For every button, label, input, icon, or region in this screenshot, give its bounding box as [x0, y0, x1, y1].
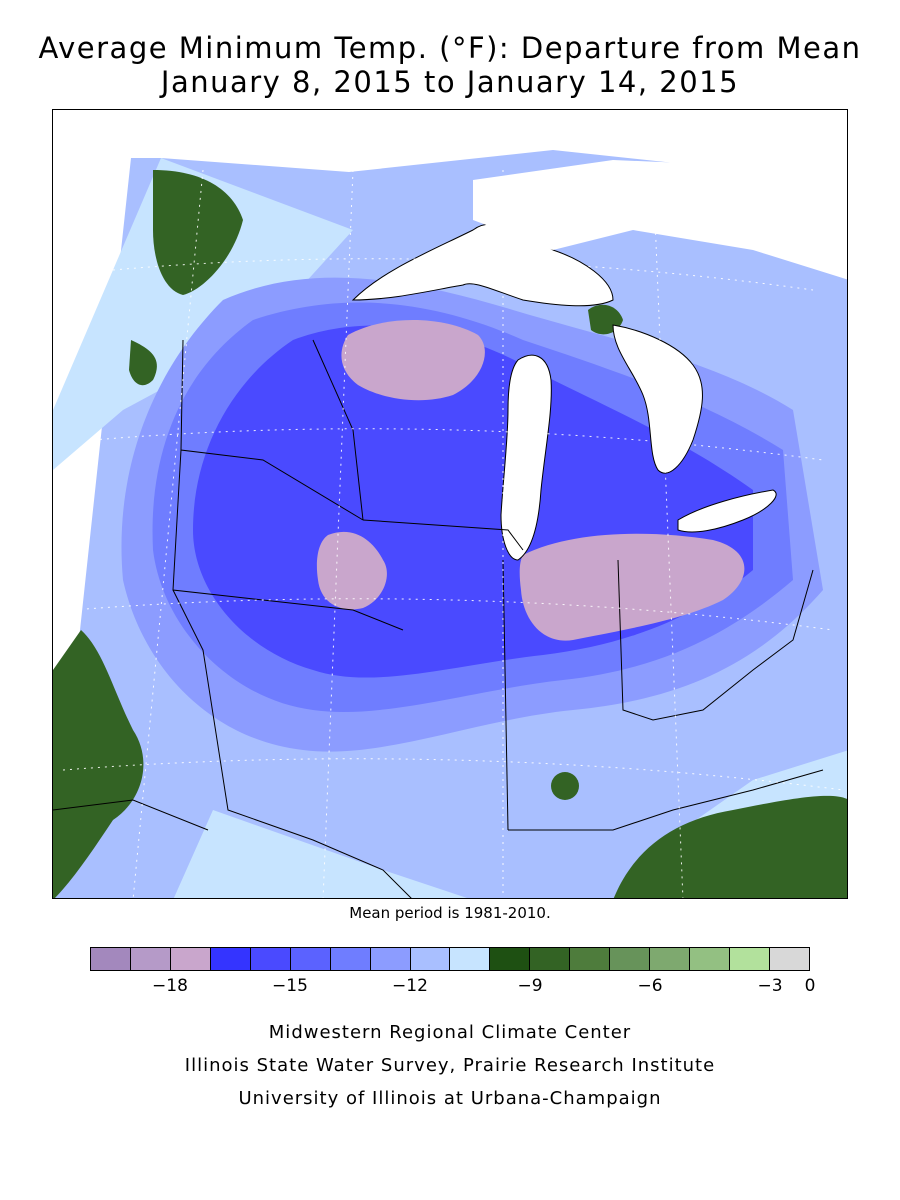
map-title-line1: Average Minimum Temp. (°F): Departure fr… — [38, 31, 862, 65]
legend-bar — [90, 947, 810, 971]
legend-swatch — [330, 948, 371, 970]
lake-superior — [351, 223, 614, 307]
legend-swatch — [450, 948, 491, 970]
lake-michigan — [500, 354, 552, 561]
mean-period-note: Mean period is 1981-2010. — [349, 904, 551, 922]
graticule — [62, 169, 844, 898]
legend-tick-label: 0 — [804, 976, 816, 996]
credit-mrcc: Midwestern Regional Climate Center — [268, 1022, 632, 1043]
legend-swatch — [490, 948, 531, 970]
credit-uiuc: University of Illinois at Urbana-Champai… — [238, 1088, 662, 1109]
lake-huron — [612, 324, 703, 474]
contour-green-sw — [53, 630, 144, 898]
legend-swatch — [769, 948, 809, 970]
legend-tick-label: −6 — [637, 976, 663, 996]
map-canvas — [53, 150, 847, 898]
contour-green-se — [613, 795, 847, 898]
legend-swatch — [530, 948, 571, 970]
legend-swatch — [290, 948, 331, 970]
legend-swatch — [250, 948, 291, 970]
lake-erie — [677, 489, 777, 533]
contour-pink-in — [519, 533, 745, 641]
contour-green-ky — [551, 772, 579, 800]
legend-swatch — [370, 948, 411, 970]
legend-tick-label: −3 — [757, 976, 783, 996]
legend-tick-label: −12 — [392, 976, 428, 996]
legend-swatch — [170, 948, 211, 970]
credit-isws: Illinois State Water Survey, Prairie Res… — [184, 1055, 716, 1076]
departure-map — [52, 109, 848, 899]
legend-swatch — [410, 948, 451, 970]
contour-pink-wi — [341, 320, 485, 401]
contour-green-w — [129, 340, 157, 386]
legend-swatch — [91, 948, 131, 970]
legend-tick-label: −9 — [517, 976, 543, 996]
legend-swatch — [650, 948, 691, 970]
legend-tick-label: −18 — [152, 976, 188, 996]
ontario-land — [473, 160, 847, 280]
legend-tick-label: −15 — [272, 976, 308, 996]
legend-swatch — [210, 948, 251, 970]
map-title-line2: January 8, 2015 to January 14, 2015 — [160, 65, 740, 99]
legend-swatch — [130, 948, 171, 970]
state-borders — [53, 339, 824, 898]
color-legend — [90, 947, 810, 971]
contour-pink-ia — [316, 531, 387, 610]
contour-green-nw — [153, 170, 243, 295]
legend-swatch — [690, 948, 730, 970]
legend-swatch — [730, 948, 770, 970]
legend-swatch — [570, 948, 611, 970]
legend-swatch — [610, 948, 651, 970]
